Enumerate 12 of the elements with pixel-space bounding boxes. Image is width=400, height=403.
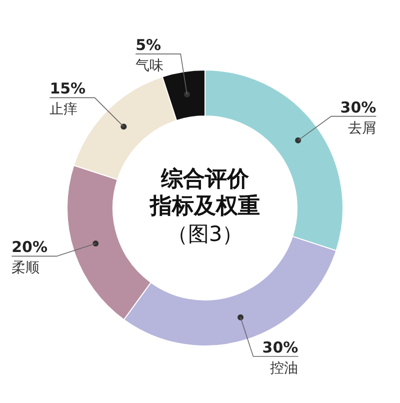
data-label: 30% xyxy=(340,98,376,116)
data-label: 15% xyxy=(50,80,86,98)
data-label: 20% xyxy=(12,238,48,256)
slice-label: 柔顺 xyxy=(12,260,40,276)
data-label: 5% xyxy=(136,36,162,54)
text: 综合评价指标及权重 xyxy=(149,167,260,219)
data-label: 30% xyxy=(262,338,298,356)
text: （图3） xyxy=(166,222,244,246)
slice-label: 去屑 xyxy=(348,120,376,136)
slice-label: 气味 xyxy=(136,58,164,74)
slice-label: 控油 xyxy=(270,360,298,376)
slice-label: 止痒 xyxy=(50,102,78,118)
